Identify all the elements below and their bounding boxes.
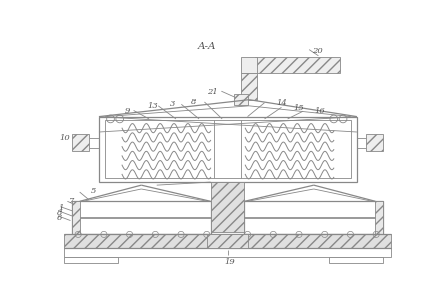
Text: 3: 3 bbox=[170, 100, 175, 108]
Bar bbox=[207, 235, 248, 248]
Text: 14: 14 bbox=[276, 99, 287, 107]
Text: 8: 8 bbox=[190, 98, 196, 106]
Bar bbox=[245, 201, 379, 235]
Bar bbox=[255, 57, 340, 73]
Text: 13: 13 bbox=[147, 102, 158, 110]
Bar bbox=[210, 182, 245, 232]
Bar bbox=[375, 201, 383, 235]
Text: 19: 19 bbox=[225, 257, 235, 266]
Bar bbox=[72, 201, 210, 235]
Text: 20: 20 bbox=[312, 46, 323, 55]
Bar bbox=[72, 201, 80, 235]
Text: 16: 16 bbox=[314, 107, 325, 115]
Bar bbox=[242, 57, 257, 73]
Bar bbox=[242, 73, 257, 100]
Text: 10: 10 bbox=[59, 134, 71, 142]
Bar bbox=[64, 248, 391, 257]
Bar bbox=[99, 117, 357, 182]
Text: 1: 1 bbox=[58, 204, 63, 212]
Text: 21: 21 bbox=[207, 88, 218, 96]
Bar bbox=[64, 235, 391, 248]
Text: 9: 9 bbox=[124, 107, 130, 115]
Text: 6: 6 bbox=[57, 214, 62, 222]
Text: 8: 8 bbox=[57, 209, 62, 217]
Bar bbox=[245, 201, 383, 235]
Bar bbox=[72, 134, 89, 151]
Bar bbox=[329, 257, 383, 263]
Text: 5: 5 bbox=[91, 187, 96, 195]
Bar bbox=[234, 94, 248, 105]
Text: 7: 7 bbox=[69, 198, 74, 205]
Bar bbox=[76, 201, 210, 235]
Text: 15: 15 bbox=[294, 103, 305, 111]
Bar bbox=[105, 120, 351, 178]
Bar bbox=[366, 134, 383, 151]
Bar bbox=[64, 257, 118, 263]
Text: A-A: A-A bbox=[198, 42, 216, 51]
